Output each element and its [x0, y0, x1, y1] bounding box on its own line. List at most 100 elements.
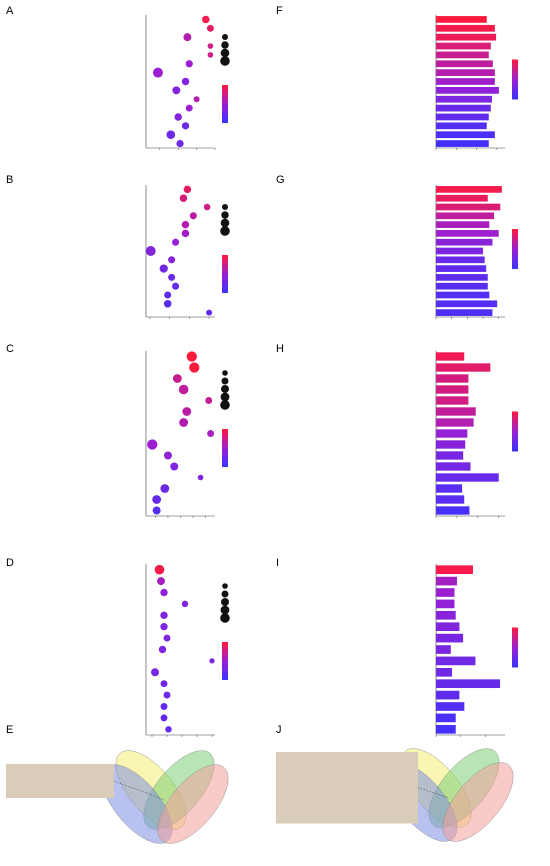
bar: [436, 633, 464, 643]
data-point: [176, 139, 184, 148]
data-point: [179, 194, 188, 202]
bar: [436, 451, 464, 460]
dot-plot-a: [145, 15, 230, 150]
data-point: [181, 229, 190, 238]
data-point: [152, 506, 161, 515]
data-point: [182, 407, 192, 416]
bar: [436, 429, 468, 438]
size-legend-dot: [220, 392, 230, 402]
size-legend-dot: [220, 218, 230, 228]
data-point: [172, 86, 181, 95]
data-point: [160, 623, 168, 631]
bar: [436, 622, 460, 632]
bar: [436, 645, 451, 654]
data-point: [147, 439, 158, 450]
bar: [436, 203, 501, 211]
bar: [436, 690, 460, 700]
data-point: [209, 658, 215, 664]
data-point: [207, 43, 214, 49]
color-bar: [512, 627, 518, 668]
bar: [436, 282, 488, 290]
callout-box: [276, 752, 418, 824]
panel-label-h: H: [276, 343, 284, 355]
bar: [436, 24, 495, 32]
bar: [436, 385, 469, 394]
data-point: [207, 430, 215, 437]
data-point: [151, 668, 159, 677]
data-point: [179, 418, 189, 427]
color-bar: [512, 229, 518, 269]
data-point: [207, 52, 214, 58]
bar: [436, 113, 489, 121]
bar: [436, 484, 463, 493]
venn-set-pfc: [442, 762, 514, 842]
bar: [436, 462, 471, 471]
bar: [436, 374, 469, 383]
size-legend-dot: [220, 56, 230, 66]
bar: [436, 418, 474, 427]
data-point: [181, 77, 190, 86]
bar: [436, 565, 473, 575]
data-point: [189, 362, 200, 373]
bar: [436, 256, 485, 264]
data-point: [174, 113, 182, 121]
data-point: [157, 577, 165, 586]
data-point: [166, 130, 176, 140]
data-point: [183, 33, 192, 42]
data-point: [165, 726, 172, 733]
size-legend-dot: [220, 613, 230, 623]
size-legend-dot: [221, 41, 229, 49]
venn-diagram-j: [276, 748, 514, 842]
bar: [436, 713, 456, 723]
data-point: [197, 474, 204, 481]
data-point: [152, 495, 162, 504]
data-point: [159, 264, 168, 273]
size-legend-dot: [221, 211, 229, 219]
size-legend-dot: [221, 590, 229, 598]
bar: [436, 221, 490, 228]
data-point: [160, 484, 170, 493]
data-point: [154, 564, 165, 575]
bar: [436, 122, 487, 130]
data-point: [186, 351, 197, 362]
color-bar: [222, 85, 228, 123]
data-point: [185, 60, 193, 68]
bar: [436, 265, 487, 272]
color-bar: [512, 411, 518, 452]
bar: [436, 131, 495, 139]
callout-box: [6, 764, 114, 798]
bar-chart-f: [435, 15, 518, 150]
dot-plot-d: [145, 564, 230, 737]
bar: [436, 506, 470, 515]
data-point: [203, 203, 211, 211]
bar: [436, 78, 495, 85]
color-bar: [222, 429, 228, 467]
size-legend-dot: [220, 48, 230, 58]
data-point: [172, 374, 182, 383]
bar: [436, 656, 476, 666]
bar: [436, 610, 456, 620]
data-point: [172, 238, 180, 246]
data-point: [181, 122, 190, 130]
size-legend-dot: [221, 377, 229, 385]
data-point: [168, 273, 176, 281]
bar: [436, 238, 493, 246]
data-point: [163, 300, 172, 308]
data-point: [163, 634, 171, 642]
size-legend-dot: [220, 400, 230, 410]
bar: [436, 667, 453, 677]
bar: [436, 186, 502, 193]
panel-label-i: I: [276, 557, 279, 569]
dot-plot-b: [145, 185, 230, 319]
data-point: [145, 246, 156, 256]
size-legend-dot: [222, 34, 228, 40]
panel-label-e: E: [6, 724, 13, 736]
size-legend-dot: [222, 204, 228, 210]
panel-label-d: D: [6, 557, 14, 569]
size-legend-dot: [221, 598, 229, 606]
venn-set-pfc: [157, 764, 229, 844]
bar: [436, 473, 499, 482]
data-point: [163, 451, 172, 460]
color-bar: [222, 642, 228, 680]
